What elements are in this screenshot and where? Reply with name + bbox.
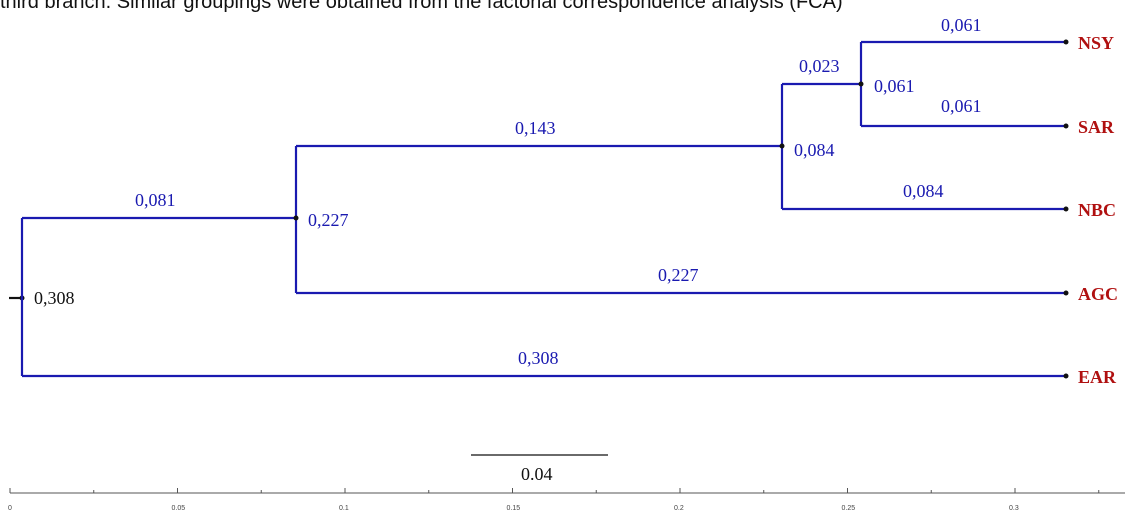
- leaf-label-ear: EAR: [1078, 367, 1117, 387]
- leaf-tip-sar: [1063, 123, 1069, 129]
- leaf-label-sar: SAR: [1078, 117, 1115, 137]
- axis-tick-label: 0.15: [507, 505, 521, 512]
- axis-tick-label: 0: [8, 505, 12, 512]
- branch-label-root-to-n-ac: 0,081: [135, 190, 176, 210]
- axis-tick-label: 0.05: [172, 505, 186, 512]
- leaf-tip-agc: [1063, 290, 1069, 296]
- axis-tick-label: 0.1: [339, 505, 349, 512]
- node-ns: [858, 81, 864, 87]
- leaf-label-nsy: NSY: [1078, 33, 1114, 53]
- branch-label-n-nb-to-nbc: 0,084: [903, 181, 944, 201]
- leaf-tip-nsy: [1063, 39, 1069, 45]
- leaf-label-agc: AGC: [1078, 284, 1118, 304]
- axis-tick-label: 0.25: [842, 505, 856, 512]
- axis-tick-labels: 0 0.05 0.1 0.15 0.2 0.25 0.3: [8, 505, 1019, 512]
- branch-label-n-ns-to-nsy: 0,061: [941, 15, 982, 35]
- axis-ticks: [9, 488, 1100, 493]
- scale-bar-label: 0.04: [521, 464, 553, 484]
- branch-label-n-ac-to-agc: 0,227: [658, 265, 699, 285]
- node-ac: [293, 215, 299, 221]
- root-node-label: 0,308: [34, 288, 75, 308]
- axis-tick-label: 0.2: [674, 505, 684, 512]
- node-nb-label: 0,084: [794, 140, 835, 160]
- node-ns-label: 0,061: [874, 76, 915, 96]
- branch-label-n-ns-to-sar: 0,061: [941, 96, 982, 116]
- branch-label-root-to-ear: 0,308: [518, 348, 559, 368]
- branch-label-n-ac-to-n-nb: 0,143: [515, 118, 556, 138]
- node-ac-label: 0,227: [308, 210, 349, 230]
- node-nb: [779, 143, 785, 149]
- leaf-tip-nbc: [1063, 206, 1069, 212]
- axis-tick-label: 0.3: [1009, 505, 1019, 512]
- figure-caption: third branch. Similar groupings were obt…: [0, 0, 843, 13]
- branch-label-n-nb-to-n-ns: 0,023: [799, 56, 840, 76]
- leaf-label-nbc: NBC: [1078, 200, 1116, 220]
- leaf-tip-ear: [1063, 373, 1069, 379]
